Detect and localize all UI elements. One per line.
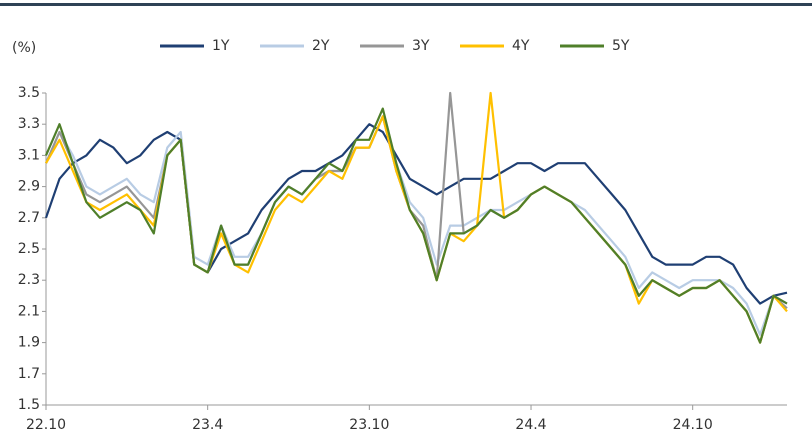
y-tick-label: 3.1 bbox=[18, 147, 40, 163]
series-line bbox=[44, 115, 788, 336]
y-tick-label: 2.9 bbox=[18, 179, 40, 195]
y-axis-label: (%) bbox=[12, 40, 36, 56]
y-tick-label: 1.7 bbox=[18, 366, 40, 382]
y-tick-label: 3.3 bbox=[18, 116, 40, 132]
y-tick-label: 1.9 bbox=[18, 335, 40, 351]
y-tick-label: 1.5 bbox=[18, 397, 40, 413]
y-tick-label: 2.1 bbox=[18, 303, 40, 319]
legend-label: 5Y bbox=[612, 38, 630, 54]
x-tick-label: 24.4 bbox=[515, 417, 546, 433]
legend-label: 1Y bbox=[212, 38, 230, 54]
x-tick-label: 23.10 bbox=[349, 417, 389, 433]
top-rule bbox=[0, 3, 812, 6]
y-tick-label: 2.5 bbox=[18, 241, 40, 257]
y-tick-label: 2.3 bbox=[18, 272, 40, 288]
legend-label: 4Y bbox=[512, 38, 530, 54]
series-line bbox=[44, 107, 788, 344]
x-tick-label: 22.10 bbox=[26, 417, 66, 433]
y-tick-label: 3.5 bbox=[18, 85, 40, 101]
legend-label: 3Y bbox=[412, 38, 430, 54]
x-tick-label: 24.10 bbox=[673, 417, 713, 433]
series-line bbox=[44, 123, 788, 305]
legend-label: 2Y bbox=[312, 38, 330, 54]
x-tick-label: 23.4 bbox=[192, 417, 223, 433]
y-tick-label: 2.7 bbox=[18, 210, 40, 226]
